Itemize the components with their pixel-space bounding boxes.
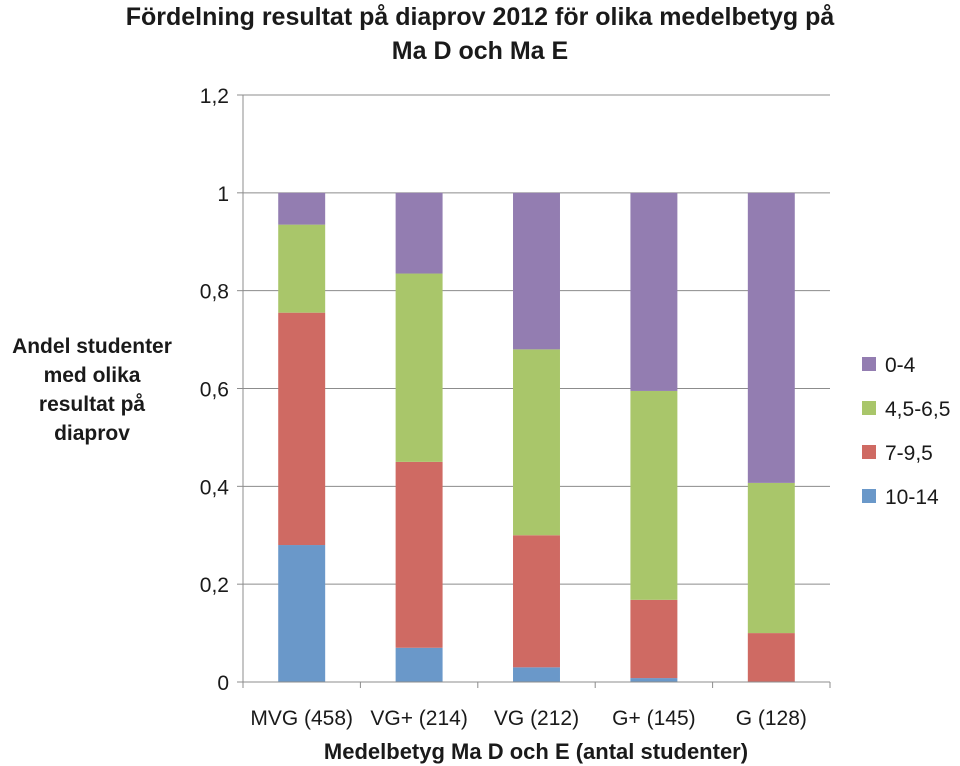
bar-segment xyxy=(513,667,560,682)
x-tick-label: G+ (145) xyxy=(612,707,695,730)
y-axis-title-line-2: med olika xyxy=(44,364,141,387)
bar-segment xyxy=(747,482,795,634)
bar-segment xyxy=(395,461,443,648)
y-axis-title: Andel studenter med olika resultat på di… xyxy=(12,335,172,445)
bar-segment xyxy=(630,599,678,679)
bar-segment xyxy=(278,224,326,313)
bar-segment xyxy=(278,312,326,546)
y-axis-title-line-3: resultat på xyxy=(39,393,146,416)
chart-title-line-2: Ma D och Ma E xyxy=(392,37,568,65)
y-tick-label: 0,6 xyxy=(200,379,229,402)
bar-segment xyxy=(395,273,443,462)
bar-segment xyxy=(395,192,443,274)
y-axis-title-line-4: diaprov xyxy=(54,422,130,445)
x-tick-label: VG+ (214) xyxy=(370,707,467,730)
y-axis-ticks: 0 0,2 0,4 0,6 0,8 1 1,2 xyxy=(200,85,243,695)
bar-segment xyxy=(630,390,678,600)
bar-segment xyxy=(395,647,443,682)
x-axis-ticks: MVG (458) VG+ (214) VG (212) G+ (145) G (128… xyxy=(242,682,831,730)
bar-segment xyxy=(513,192,560,350)
bar-segment xyxy=(278,545,326,682)
bars xyxy=(278,192,795,682)
y-tick-label: 0,8 xyxy=(200,281,229,304)
y-tick-label: 0 xyxy=(217,672,229,695)
legend-swatch xyxy=(862,489,876,503)
bar-segment xyxy=(513,349,560,536)
chart-title-line-1: Fördelning resultat på diaprov 2012 för … xyxy=(126,3,835,31)
axes xyxy=(242,95,830,683)
x-tick-label: MVG (458) xyxy=(250,707,353,730)
x-axis-title: Medelbetyg Ma D och E (antal studenter) xyxy=(324,739,748,764)
legend-swatch xyxy=(862,401,876,415)
bar-segment xyxy=(747,192,795,483)
y-tick-label: 1 xyxy=(217,183,229,206)
legend-swatch xyxy=(862,357,876,371)
legend-swatch xyxy=(862,445,876,459)
y-tick-label: 1,2 xyxy=(200,85,229,108)
legend-label: 0-4 xyxy=(885,354,916,377)
bar-segment xyxy=(630,678,678,682)
legend-label: 7-9,5 xyxy=(885,442,933,465)
y-axis-title-line-1: Andel studenter xyxy=(12,335,172,358)
chart-title: Fördelning resultat på diaprov 2012 för … xyxy=(126,3,835,65)
bar-segment xyxy=(278,192,326,225)
bar-segment xyxy=(513,535,560,668)
x-tick-label: G (128) xyxy=(736,707,807,730)
bar-segment xyxy=(630,192,678,391)
legend: 0-4 4,5-6,5 7-9,5 10-14 xyxy=(862,354,950,509)
legend-label: 10-14 xyxy=(885,486,939,509)
legend-label: 4,5-6,5 xyxy=(885,398,950,421)
y-tick-label: 0,4 xyxy=(200,476,230,499)
bar-segment xyxy=(747,633,795,682)
y-tick-label: 0,2 xyxy=(200,574,229,597)
x-tick-label: VG (212) xyxy=(494,707,579,730)
